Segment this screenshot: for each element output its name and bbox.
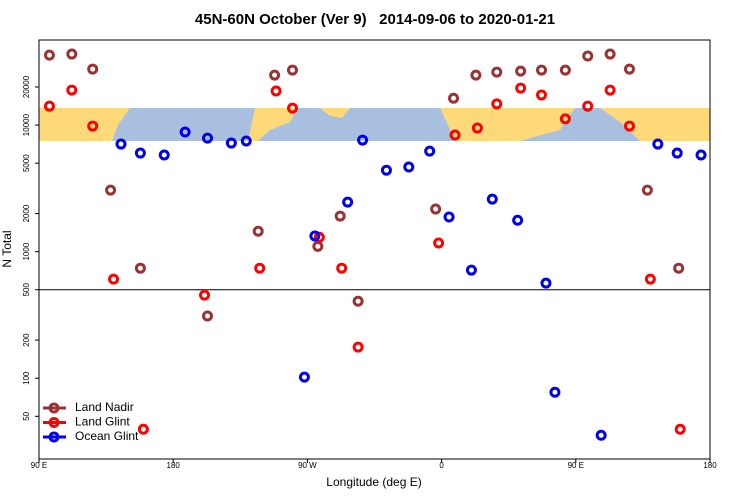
point — [515, 82, 527, 94]
point — [357, 134, 369, 146]
y-tick-label: 200 — [22, 333, 31, 347]
x-tick-label: 0 — [439, 461, 444, 470]
point — [695, 149, 707, 161]
point — [549, 386, 561, 398]
point — [137, 423, 149, 435]
point — [286, 64, 298, 76]
point — [199, 289, 211, 301]
x-tick-label: 90 W — [298, 461, 317, 470]
point — [108, 273, 120, 285]
point — [312, 240, 324, 252]
point — [352, 295, 364, 307]
point — [644, 273, 656, 285]
point — [334, 210, 346, 222]
point — [134, 147, 146, 159]
y-tick-label: 100 — [22, 371, 31, 385]
point — [623, 63, 635, 75]
point — [403, 161, 415, 173]
point — [158, 149, 170, 161]
point — [269, 69, 281, 81]
y-tick-label: 2000 — [22, 204, 31, 222]
point — [470, 69, 482, 81]
point — [115, 138, 127, 150]
legend-marker — [48, 431, 60, 443]
point — [66, 84, 78, 96]
point — [582, 50, 594, 62]
point — [595, 429, 607, 441]
point — [471, 122, 483, 134]
point — [448, 92, 460, 104]
y-axis-label: N Total — [0, 230, 14, 267]
x-tick-label: 180 — [703, 461, 717, 470]
point — [254, 262, 266, 274]
point — [604, 84, 616, 96]
point — [352, 341, 364, 353]
y-tick-label: 5000 — [22, 154, 31, 172]
point — [559, 113, 571, 125]
y-tick-label: 500 — [22, 283, 31, 297]
point — [515, 65, 527, 77]
y-tick-label: 20000 — [22, 75, 31, 98]
point — [252, 225, 264, 237]
point — [225, 137, 237, 149]
point — [536, 64, 548, 76]
point — [623, 120, 635, 132]
x-axis-label: Longitude (deg E) — [326, 475, 421, 489]
point — [270, 85, 282, 97]
point — [465, 264, 477, 276]
point — [673, 262, 685, 274]
point — [540, 277, 552, 289]
point — [201, 310, 213, 322]
point — [430, 203, 442, 215]
point — [43, 49, 55, 61]
point — [309, 230, 321, 242]
point — [582, 100, 594, 112]
legend-label: Ocean Glint — [75, 429, 139, 443]
y-tick-label: 1000 — [22, 242, 31, 260]
map-band — [39, 108, 710, 141]
point — [87, 63, 99, 75]
point — [652, 138, 664, 150]
point — [240, 135, 252, 147]
point — [298, 371, 310, 383]
point — [674, 423, 686, 435]
point — [449, 129, 461, 141]
chart-title: 45N-60N October (Ver 9) 2014-09-06 to 20… — [195, 11, 555, 28]
point — [512, 214, 524, 226]
point — [134, 262, 146, 274]
point — [536, 89, 548, 101]
y-tick-label: 10000 — [22, 113, 31, 136]
x-tick-label: 90 E — [568, 461, 584, 470]
point — [486, 193, 498, 205]
point — [87, 120, 99, 132]
point — [342, 196, 354, 208]
point — [559, 64, 571, 76]
plot-frame — [38, 39, 711, 460]
x-tick-label: 90 E — [31, 461, 47, 470]
point — [43, 100, 55, 112]
point — [604, 48, 616, 60]
legend-label: Land Nadir — [75, 400, 134, 414]
point — [179, 126, 191, 138]
y-tick-label: 50 — [22, 411, 31, 420]
point — [286, 102, 298, 114]
point — [433, 237, 445, 249]
point — [491, 98, 503, 110]
point — [491, 66, 503, 78]
point — [671, 147, 683, 159]
legend-label: Land Glint — [75, 415, 130, 429]
legend-marker — [48, 402, 60, 414]
point — [66, 48, 78, 60]
point — [380, 164, 392, 176]
point — [336, 262, 348, 274]
x-tick-label: 180 — [167, 461, 181, 470]
point — [105, 184, 117, 196]
point — [424, 145, 436, 157]
point — [201, 132, 213, 144]
legend-marker — [48, 417, 60, 428]
point — [641, 184, 653, 196]
point — [443, 211, 455, 223]
